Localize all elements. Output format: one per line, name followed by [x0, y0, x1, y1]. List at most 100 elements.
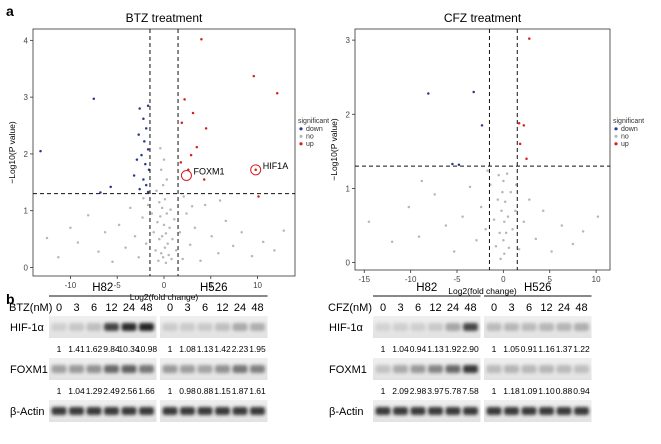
- fold-change-value: 1.87: [232, 386, 249, 396]
- point-no: [164, 232, 168, 235]
- point-no: [45, 236, 49, 240]
- band: [393, 323, 408, 331]
- cell-line-label: H526: [524, 282, 552, 294]
- band: [121, 323, 137, 331]
- point-no: [160, 235, 164, 238]
- point-down: [39, 149, 42, 153]
- point-no: [486, 169, 489, 172]
- point-no: [111, 260, 114, 264]
- dose-axis-label: CFZ(nM): [328, 302, 372, 314]
- point-no: [203, 203, 207, 207]
- point-no: [160, 206, 164, 210]
- point-no: [492, 218, 496, 221]
- band: [69, 365, 84, 373]
- point-no: [168, 226, 171, 229]
- fold-change-value: 1: [492, 386, 497, 396]
- point-up: [252, 74, 256, 78]
- point-no: [166, 242, 169, 245]
- dose-label: 48: [251, 302, 263, 314]
- x-tick-label: -15: [358, 275, 370, 284]
- fold-change-value: 0.88: [556, 386, 573, 396]
- point-no: [499, 257, 502, 261]
- point-no: [231, 244, 235, 248]
- band: [556, 407, 572, 415]
- band: [180, 365, 195, 373]
- band: [428, 365, 443, 373]
- plot-area: FOXM1 HIF1A: [33, 29, 295, 276]
- point-no: [141, 216, 144, 219]
- point-no: [505, 172, 509, 175]
- band: [232, 407, 248, 415]
- point-no: [154, 249, 157, 252]
- x-tick-label: 0: [501, 275, 506, 284]
- fold-change-value: 1.13: [427, 344, 444, 354]
- blot-strip: [49, 358, 157, 380]
- point-no: [150, 212, 154, 215]
- point-down: [143, 140, 146, 143]
- band: [250, 365, 265, 373]
- point-no: [420, 179, 424, 183]
- y-tick-label: 1: [346, 184, 351, 193]
- dose-label: 12: [429, 302, 441, 314]
- point-down: [146, 148, 150, 151]
- legend-title: significant: [298, 118, 329, 125]
- point-down: [92, 97, 96, 101]
- dose-label: 3: [397, 302, 403, 314]
- fold-change-value: 1.41: [68, 344, 85, 354]
- fold-change-value: 1: [381, 386, 386, 396]
- point-down: [140, 153, 143, 157]
- plot-title: BTZ treatment: [126, 11, 203, 25]
- dose-label: 0: [167, 302, 173, 314]
- x-tick-label: 10: [253, 281, 262, 290]
- band: [410, 323, 426, 331]
- fold-change-value: 1: [57, 386, 62, 396]
- legend-title: significant: [613, 118, 644, 125]
- band: [428, 407, 443, 415]
- blot-row: HIF-1α 1 1.04 0.94 1.13 1.92 2.90 1 1.05 0.91 1.16…: [329, 316, 592, 354]
- point-no: [129, 206, 132, 210]
- blot-row: β-Actin: [329, 400, 592, 422]
- blot-strip: [484, 400, 592, 422]
- annotation-label: FOXM1: [193, 166, 224, 176]
- dose-label: 6: [415, 302, 421, 314]
- fold-change-value: 1.37: [556, 344, 573, 354]
- point-up: [179, 161, 183, 164]
- fold-change-value: 0.94: [410, 344, 427, 354]
- point-no: [500, 209, 503, 212]
- dose-label: 24: [123, 302, 135, 314]
- point-no: [541, 209, 545, 212]
- point-no: [190, 204, 194, 208]
- fold-change-value: 0.98: [179, 386, 196, 396]
- point-up: [525, 157, 528, 161]
- fold-change-value: 1.42: [214, 344, 231, 354]
- blot-strip: [373, 316, 481, 338]
- band: [539, 407, 554, 415]
- fold-change-value: 1.22: [573, 344, 590, 354]
- point-no: [161, 256, 165, 259]
- volcano-plot-1: BTZ treatment FOXM1 HIF1A -10 -5 0 5 10 0 1 2 3 4 Log…: [7, 11, 329, 302]
- point-up: [522, 124, 526, 127]
- band: [197, 407, 213, 415]
- point-no: [137, 256, 140, 259]
- annotation-circle: [250, 164, 262, 176]
- protein-label: β-Actin: [10, 406, 44, 418]
- band: [162, 365, 178, 373]
- point-no: [181, 257, 184, 261]
- point-down: [144, 162, 147, 166]
- point-down: [472, 90, 475, 94]
- point-down: [427, 92, 430, 95]
- fold-change-value: 10.34: [118, 344, 140, 354]
- band: [162, 407, 178, 415]
- fold-change-value: 1: [492, 344, 497, 354]
- dose-label: 24: [447, 302, 459, 314]
- band: [197, 365, 213, 373]
- point-no: [514, 209, 517, 212]
- x-tick-label: 5: [548, 275, 553, 284]
- dose-label: 3: [184, 302, 190, 314]
- point-no: [503, 200, 507, 204]
- point-no: [165, 212, 169, 215]
- y-tick-label: 3: [346, 36, 351, 45]
- band: [393, 365, 408, 373]
